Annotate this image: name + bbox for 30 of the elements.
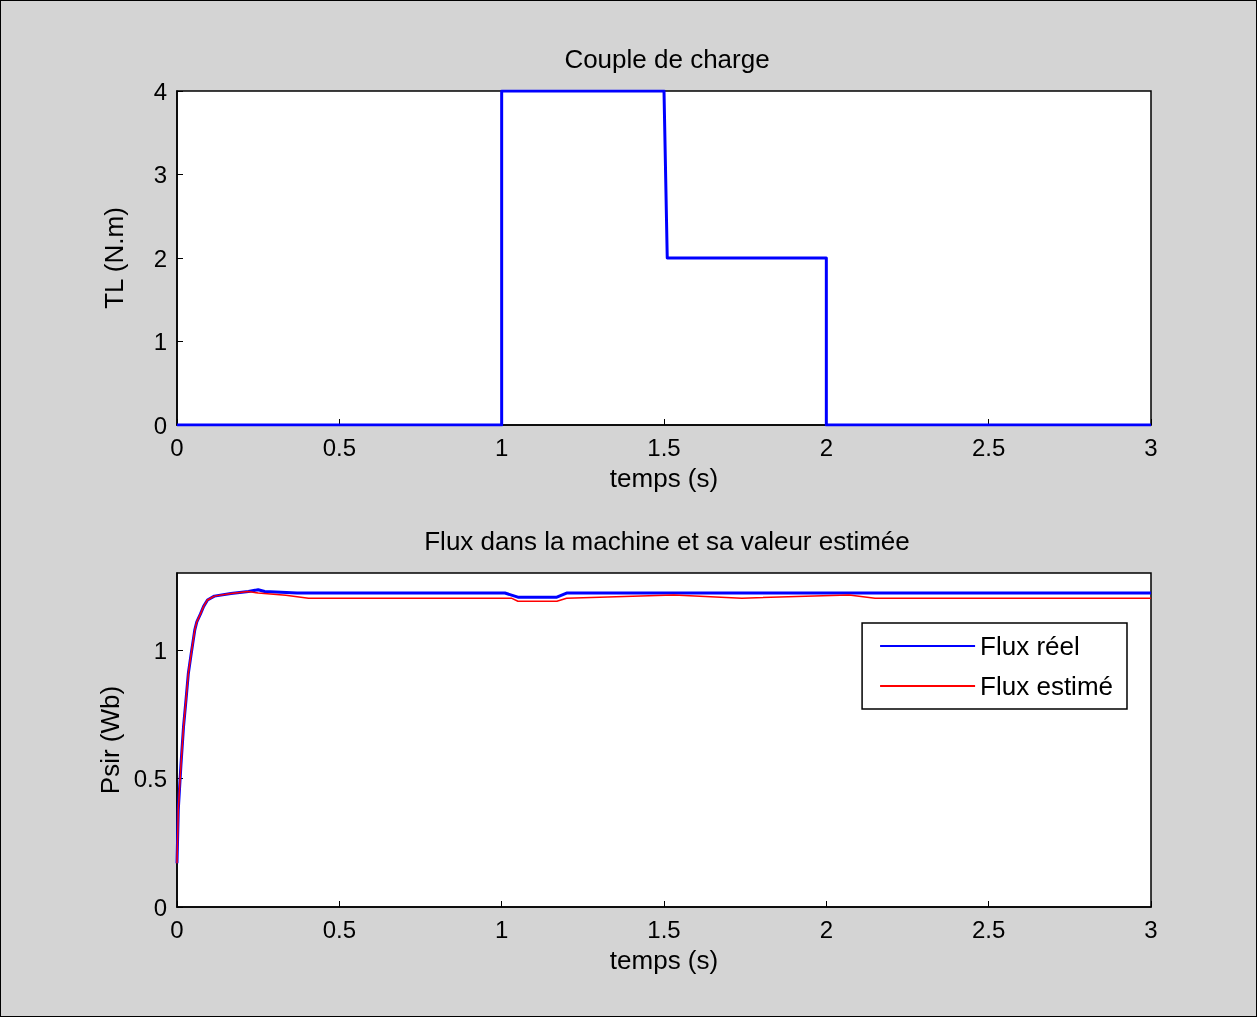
x-tick-label: 2	[819, 433, 834, 461]
x-tick-label: 0.5	[322, 433, 357, 461]
x-tick-label: 2.5	[971, 915, 1006, 943]
x-tick-label: 1	[494, 433, 509, 461]
y-tick-label: 4	[153, 77, 167, 105]
x-axis-title: temps (s)	[609, 463, 719, 493]
x-tick-label: 0	[170, 433, 184, 461]
y-tick-label: 3	[153, 161, 167, 188]
x-tick-label: 1.5	[647, 433, 681, 461]
x-tick-label: 1.5	[647, 915, 681, 943]
y-tick-label: 0	[153, 893, 167, 921]
chart-title: Couple de charge	[564, 44, 770, 74]
y-tick-label: 1	[153, 636, 167, 664]
x-tick-label: 2	[819, 915, 834, 943]
y-axis-title: TL (N.m)	[99, 207, 129, 309]
legend-label: Flux estimé	[980, 671, 1113, 701]
y-tick-label: 0.5	[133, 765, 167, 793]
x-tick-label: 1	[494, 915, 509, 943]
y-axis-title: Psir (Wb)	[94, 685, 125, 795]
y-tick-label: 1	[153, 328, 167, 355]
y-tick-label: 0	[153, 411, 167, 439]
x-tick-label: 0.5	[322, 915, 357, 943]
x-axis-title: temps (s)	[609, 945, 719, 975]
chart-title: Flux dans la machine et sa valeur estimée	[424, 526, 910, 556]
y-tick-label: 2	[153, 244, 167, 272]
x-tick-label: 2.5	[971, 433, 1006, 461]
x-tick-label: 3	[1144, 433, 1158, 461]
legend-label: Flux réel	[980, 631, 1080, 661]
x-tick-label: 3	[1144, 915, 1158, 943]
x-tick-label: 0	[170, 915, 184, 943]
